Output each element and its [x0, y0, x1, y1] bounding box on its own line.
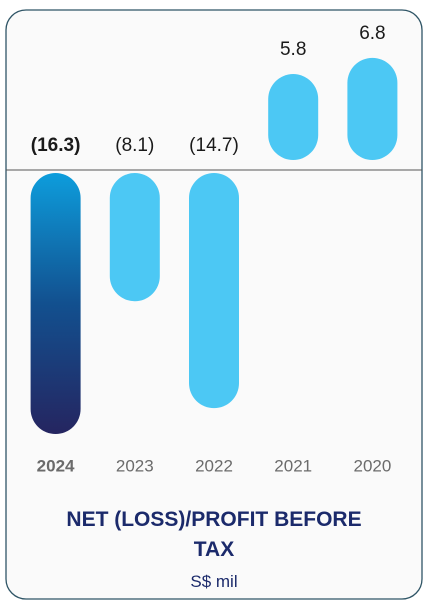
bar — [347, 57, 398, 161]
value-label: 6.8 — [359, 23, 385, 44]
x-tick-label: 2022 — [195, 456, 233, 475]
bar — [30, 173, 81, 435]
value-label: 5.8 — [280, 39, 306, 60]
value-label: (14.7) — [189, 135, 239, 156]
chart-subtitle: S$ mil — [190, 572, 238, 591]
chart-title: NET (LOSS)/PROFIT BEFORE TAX — [66, 508, 362, 561]
bar — [268, 74, 319, 160]
value-label: (16.3) — [31, 135, 81, 156]
x-tick-label: 2020 — [353, 456, 391, 475]
x-tick-label: 2023 — [116, 456, 154, 475]
bar — [189, 173, 239, 409]
x-tick-label: 2024 — [37, 456, 75, 475]
bar — [109, 173, 160, 302]
value-label: (8.1) — [115, 135, 154, 156]
x-tick-label: 2021 — [274, 456, 312, 475]
